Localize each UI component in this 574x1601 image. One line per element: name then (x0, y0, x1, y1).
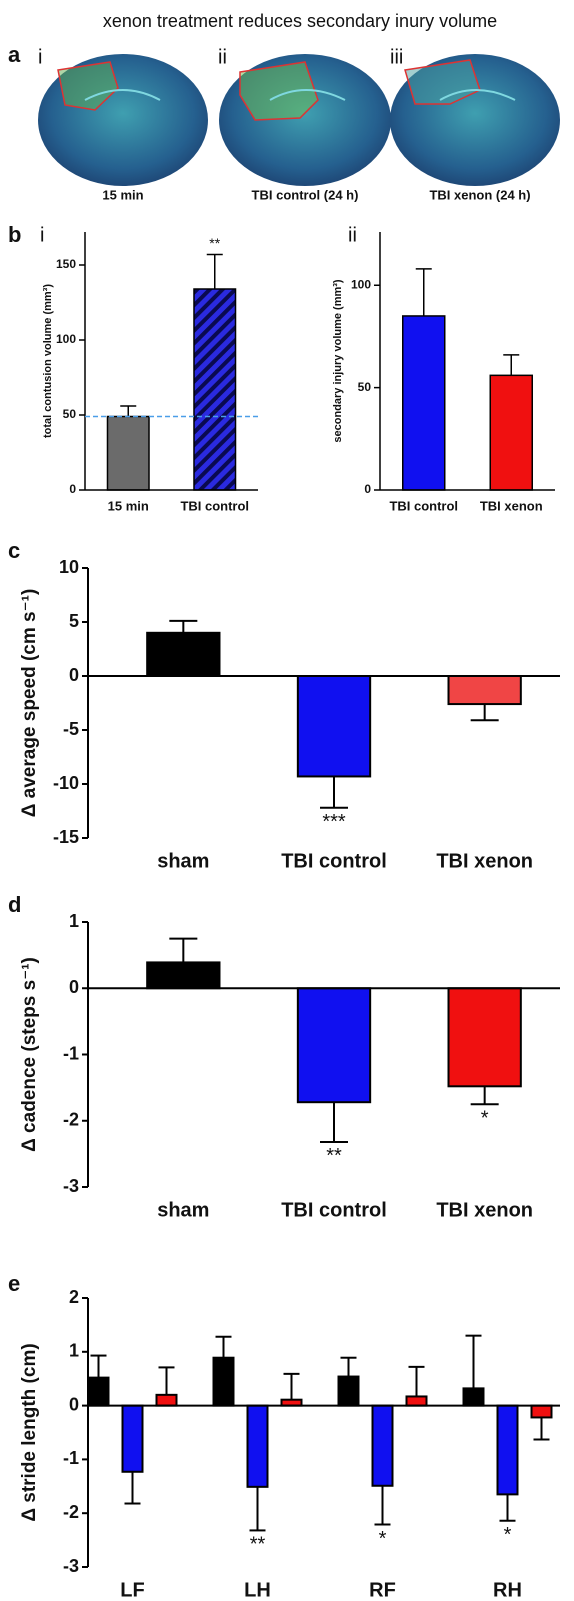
y-tick-label: 0 (69, 1394, 79, 1414)
x-tick-label: LF (120, 1579, 144, 1601)
bar (339, 1377, 359, 1406)
y-tick-label: 1 (69, 911, 79, 931)
bar (147, 633, 219, 676)
image-caption: TBI xenon (24 h) (429, 187, 530, 202)
bar (89, 1378, 109, 1406)
y-tick-label: 0 (69, 977, 79, 997)
bar (449, 988, 521, 1086)
brain-images (38, 54, 560, 186)
figure: xenon treatment reduces secondary inury … (0, 0, 574, 1601)
image-caption: TBI control (24 h) (252, 187, 359, 202)
bar (298, 988, 370, 1102)
annotation: ** (209, 235, 220, 251)
panel-label: c (8, 538, 20, 563)
y-tick-label: 50 (358, 380, 372, 394)
y-tick-label: 50 (63, 407, 77, 421)
annotation: * (481, 1107, 489, 1129)
y-tick-label: 5 (69, 611, 79, 631)
x-tick-label: 15 min (108, 498, 149, 513)
subpanel-label: ii (348, 224, 357, 246)
y-axis-label: Δ cadence (steps s⁻¹) (19, 957, 40, 1152)
image-numeral: i (38, 46, 42, 68)
bar (194, 289, 236, 490)
x-tick-label: RF (369, 1579, 396, 1601)
bar (157, 1395, 177, 1406)
y-tick-label: -3 (63, 1556, 79, 1576)
x-tick-label: TBI control (389, 498, 458, 513)
y-tick-label: -1 (63, 1043, 79, 1063)
y-axis-label: Δ stride length (cm) (19, 1343, 40, 1521)
subpanel-label: i (40, 224, 44, 246)
image-caption: 15 min (102, 187, 143, 202)
bar (123, 1406, 143, 1472)
figure-title: xenon treatment reduces secondary inury … (103, 11, 497, 31)
annotation: ** (326, 1145, 342, 1167)
panel-label: e (8, 1271, 20, 1296)
y-tick-label: 150 (56, 257, 76, 271)
image-numeral: iii (390, 46, 403, 68)
y-tick-label: -15 (53, 827, 79, 847)
y-tick-label: 10 (59, 557, 79, 577)
bar (248, 1406, 268, 1487)
panel-label: d (8, 892, 21, 917)
y-tick-label: -2 (63, 1502, 79, 1522)
bar (407, 1396, 427, 1405)
x-tick-label: LH (244, 1579, 271, 1601)
image-numeral: ii (218, 46, 227, 68)
y-tick-label: 100 (56, 332, 76, 346)
panel-label: b (8, 222, 21, 247)
bar (490, 375, 532, 490)
brain-image (390, 54, 560, 186)
brain-image (219, 54, 391, 186)
y-axis-label: secondary injury volume (mm³) (332, 279, 344, 443)
y-tick-label: -10 (53, 773, 79, 793)
x-tick-label: sham (157, 850, 209, 872)
x-tick-label: TBI xenon (436, 850, 533, 872)
x-tick-label: TBI control (180, 498, 249, 513)
y-tick-label: -3 (63, 1176, 79, 1196)
x-tick-label: TBI control (281, 850, 387, 872)
y-tick-label: 0 (69, 665, 79, 685)
x-tick-label: sham (157, 1199, 209, 1221)
bar (147, 962, 219, 988)
y-tick-label: -2 (63, 1110, 79, 1130)
bar (403, 316, 445, 490)
y-tick-label: 0 (364, 482, 371, 496)
y-axis-label: Δ average speed (cm s⁻¹) (19, 589, 40, 818)
bar (298, 676, 370, 776)
y-tick-label: 100 (351, 277, 371, 291)
bar (214, 1358, 234, 1406)
y-tick-label: 0 (69, 482, 76, 496)
x-tick-label: TBI control (281, 1199, 387, 1221)
y-tick-label: 1 (69, 1341, 79, 1361)
bar (498, 1406, 518, 1495)
x-tick-label: RH (493, 1579, 522, 1601)
x-tick-label: TBI xenon (436, 1199, 533, 1221)
annotation: *** (322, 811, 346, 833)
panel-label: a (8, 42, 21, 67)
bar (373, 1406, 393, 1486)
y-tick-label: -5 (63, 719, 79, 739)
y-tick-label: 2 (69, 1287, 79, 1307)
y-tick-label: -1 (63, 1448, 79, 1468)
bar (107, 417, 149, 491)
brain-image (38, 54, 208, 186)
x-tick-label: TBI xenon (480, 498, 543, 513)
annotation: * (504, 1524, 512, 1546)
bar (464, 1388, 484, 1405)
annotation: ** (250, 1534, 266, 1556)
y-axis-label: total contusion volume (mm³) (42, 284, 54, 438)
bar (449, 676, 521, 704)
bar (532, 1406, 552, 1418)
annotation: * (379, 1528, 387, 1550)
